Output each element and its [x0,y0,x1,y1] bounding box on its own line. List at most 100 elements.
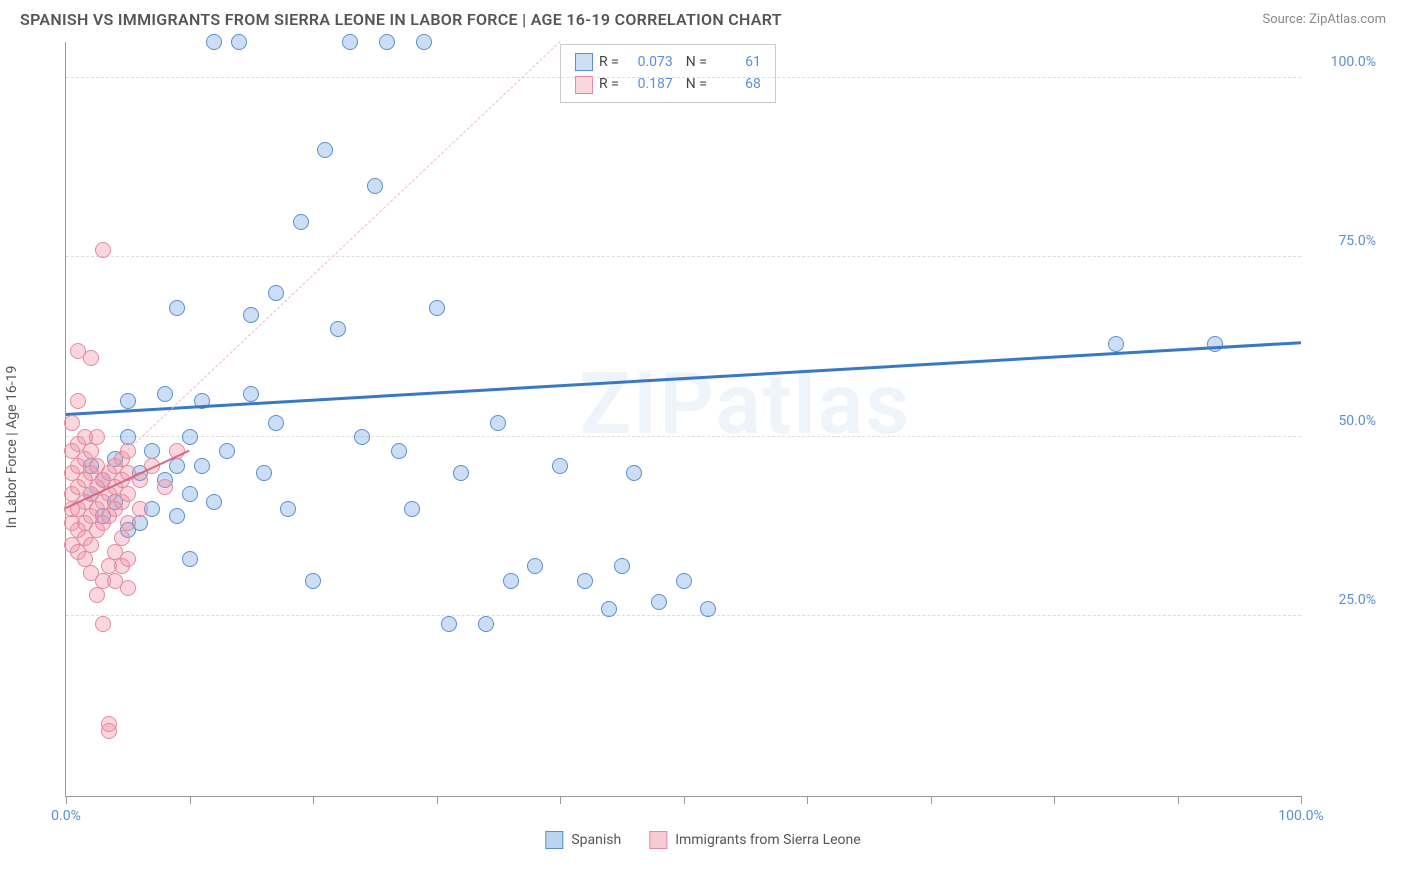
x-tick-label-left: 0.0% [51,808,81,824]
legend-label-2: Immigrants from Sierra Leone [675,832,860,848]
x-tick-label-right: 100.0% [1278,808,1323,824]
x-tick [684,796,685,804]
data-point [120,551,136,567]
data-point [194,458,210,474]
data-point [552,458,568,474]
data-point [120,486,136,502]
data-point [95,242,111,258]
gridline [66,436,1301,437]
data-point [120,443,136,459]
x-tick [437,796,438,804]
data-point [243,307,259,323]
swatch-series-2 [575,76,593,94]
y-axis-label: In Labor Force | Age 16-19 [4,366,20,529]
plot-area: ZIPatlas R = 0.073 N = 61 R = 0.187 N = … [65,42,1301,797]
x-tick [1178,796,1179,804]
y-tick-label: 25.0% [1311,592,1376,608]
data-point [478,616,494,632]
data-point [305,573,321,589]
data-point [83,350,99,366]
x-tick [931,796,932,804]
swatch-series-1 [575,53,593,71]
r-label: R = [599,51,619,73]
legend-item-1: Spanish [545,831,621,849]
x-tick [807,796,808,804]
data-point [404,501,420,517]
y-tick-label: 100.0% [1311,54,1376,70]
x-tick [560,796,561,804]
legend-item-2: Immigrants from Sierra Leone [649,831,860,849]
data-point [676,573,692,589]
data-point [293,214,309,230]
data-point [206,34,222,50]
data-point [120,515,136,531]
data-point [416,34,432,50]
x-tick [190,796,191,804]
gridline [66,77,1301,78]
data-point [1207,336,1223,352]
data-point [101,723,117,739]
trend-line [66,341,1301,415]
legend-swatch-1 [545,831,563,849]
chart-header: SPANISH VS IMMIGRANTS FROM SIERRA LEONE … [0,0,1406,37]
data-point [83,537,99,553]
data-point [503,573,519,589]
data-point [268,285,284,301]
data-point [114,530,130,546]
data-point [601,601,617,617]
data-point [89,429,105,445]
data-point [89,587,105,603]
n-label: N = [679,51,707,73]
x-tick [1301,796,1302,804]
data-point [169,508,185,524]
data-point [391,443,407,459]
data-point [157,479,173,495]
data-point [1108,336,1124,352]
chart-title: SPANISH VS IMMIGRANTS FROM SIERRA LEONE … [20,10,782,29]
data-point [157,386,173,402]
data-point [268,415,284,431]
y-tick-label: 50.0% [1311,413,1376,429]
chart-container: In Labor Force | Age 16-19 ZIPatlas R = … [20,37,1386,857]
data-point [651,594,667,610]
bottom-legend: Spanish Immigrants from Sierra Leone [545,831,860,849]
data-point [379,34,395,50]
data-point [342,34,358,50]
data-point [169,458,185,474]
r-value-1: 0.073 [625,51,673,73]
trend-line-ext [66,41,561,508]
stats-row-1: R = 0.073 N = 61 [575,51,761,73]
data-point [182,429,198,445]
data-point [354,429,370,445]
data-point [626,465,642,481]
data-point [243,386,259,402]
data-point [95,616,111,632]
legend-label-1: Spanish [571,832,621,848]
data-point [169,300,185,316]
n-value-1: 61 [713,51,761,73]
legend-swatch-2 [649,831,667,849]
data-point [441,616,457,632]
data-point [120,393,136,409]
chart-source: Source: ZipAtlas.com [1262,12,1386,27]
gridline [66,256,1301,257]
data-point [367,178,383,194]
data-point [453,465,469,481]
gridline [66,615,1301,616]
data-point [614,558,630,574]
data-point [70,393,86,409]
y-tick-label: 75.0% [1311,233,1376,249]
data-point [132,501,148,517]
data-point [577,573,593,589]
data-point [231,34,247,50]
data-point [219,443,235,459]
data-point [317,142,333,158]
data-point [182,551,198,567]
data-point [182,486,198,502]
data-point [527,558,543,574]
x-tick [1054,796,1055,804]
data-point [120,580,136,596]
x-tick [66,796,67,804]
stats-legend: R = 0.073 N = 61 R = 0.187 N = 68 [560,44,776,103]
data-point [490,415,506,431]
